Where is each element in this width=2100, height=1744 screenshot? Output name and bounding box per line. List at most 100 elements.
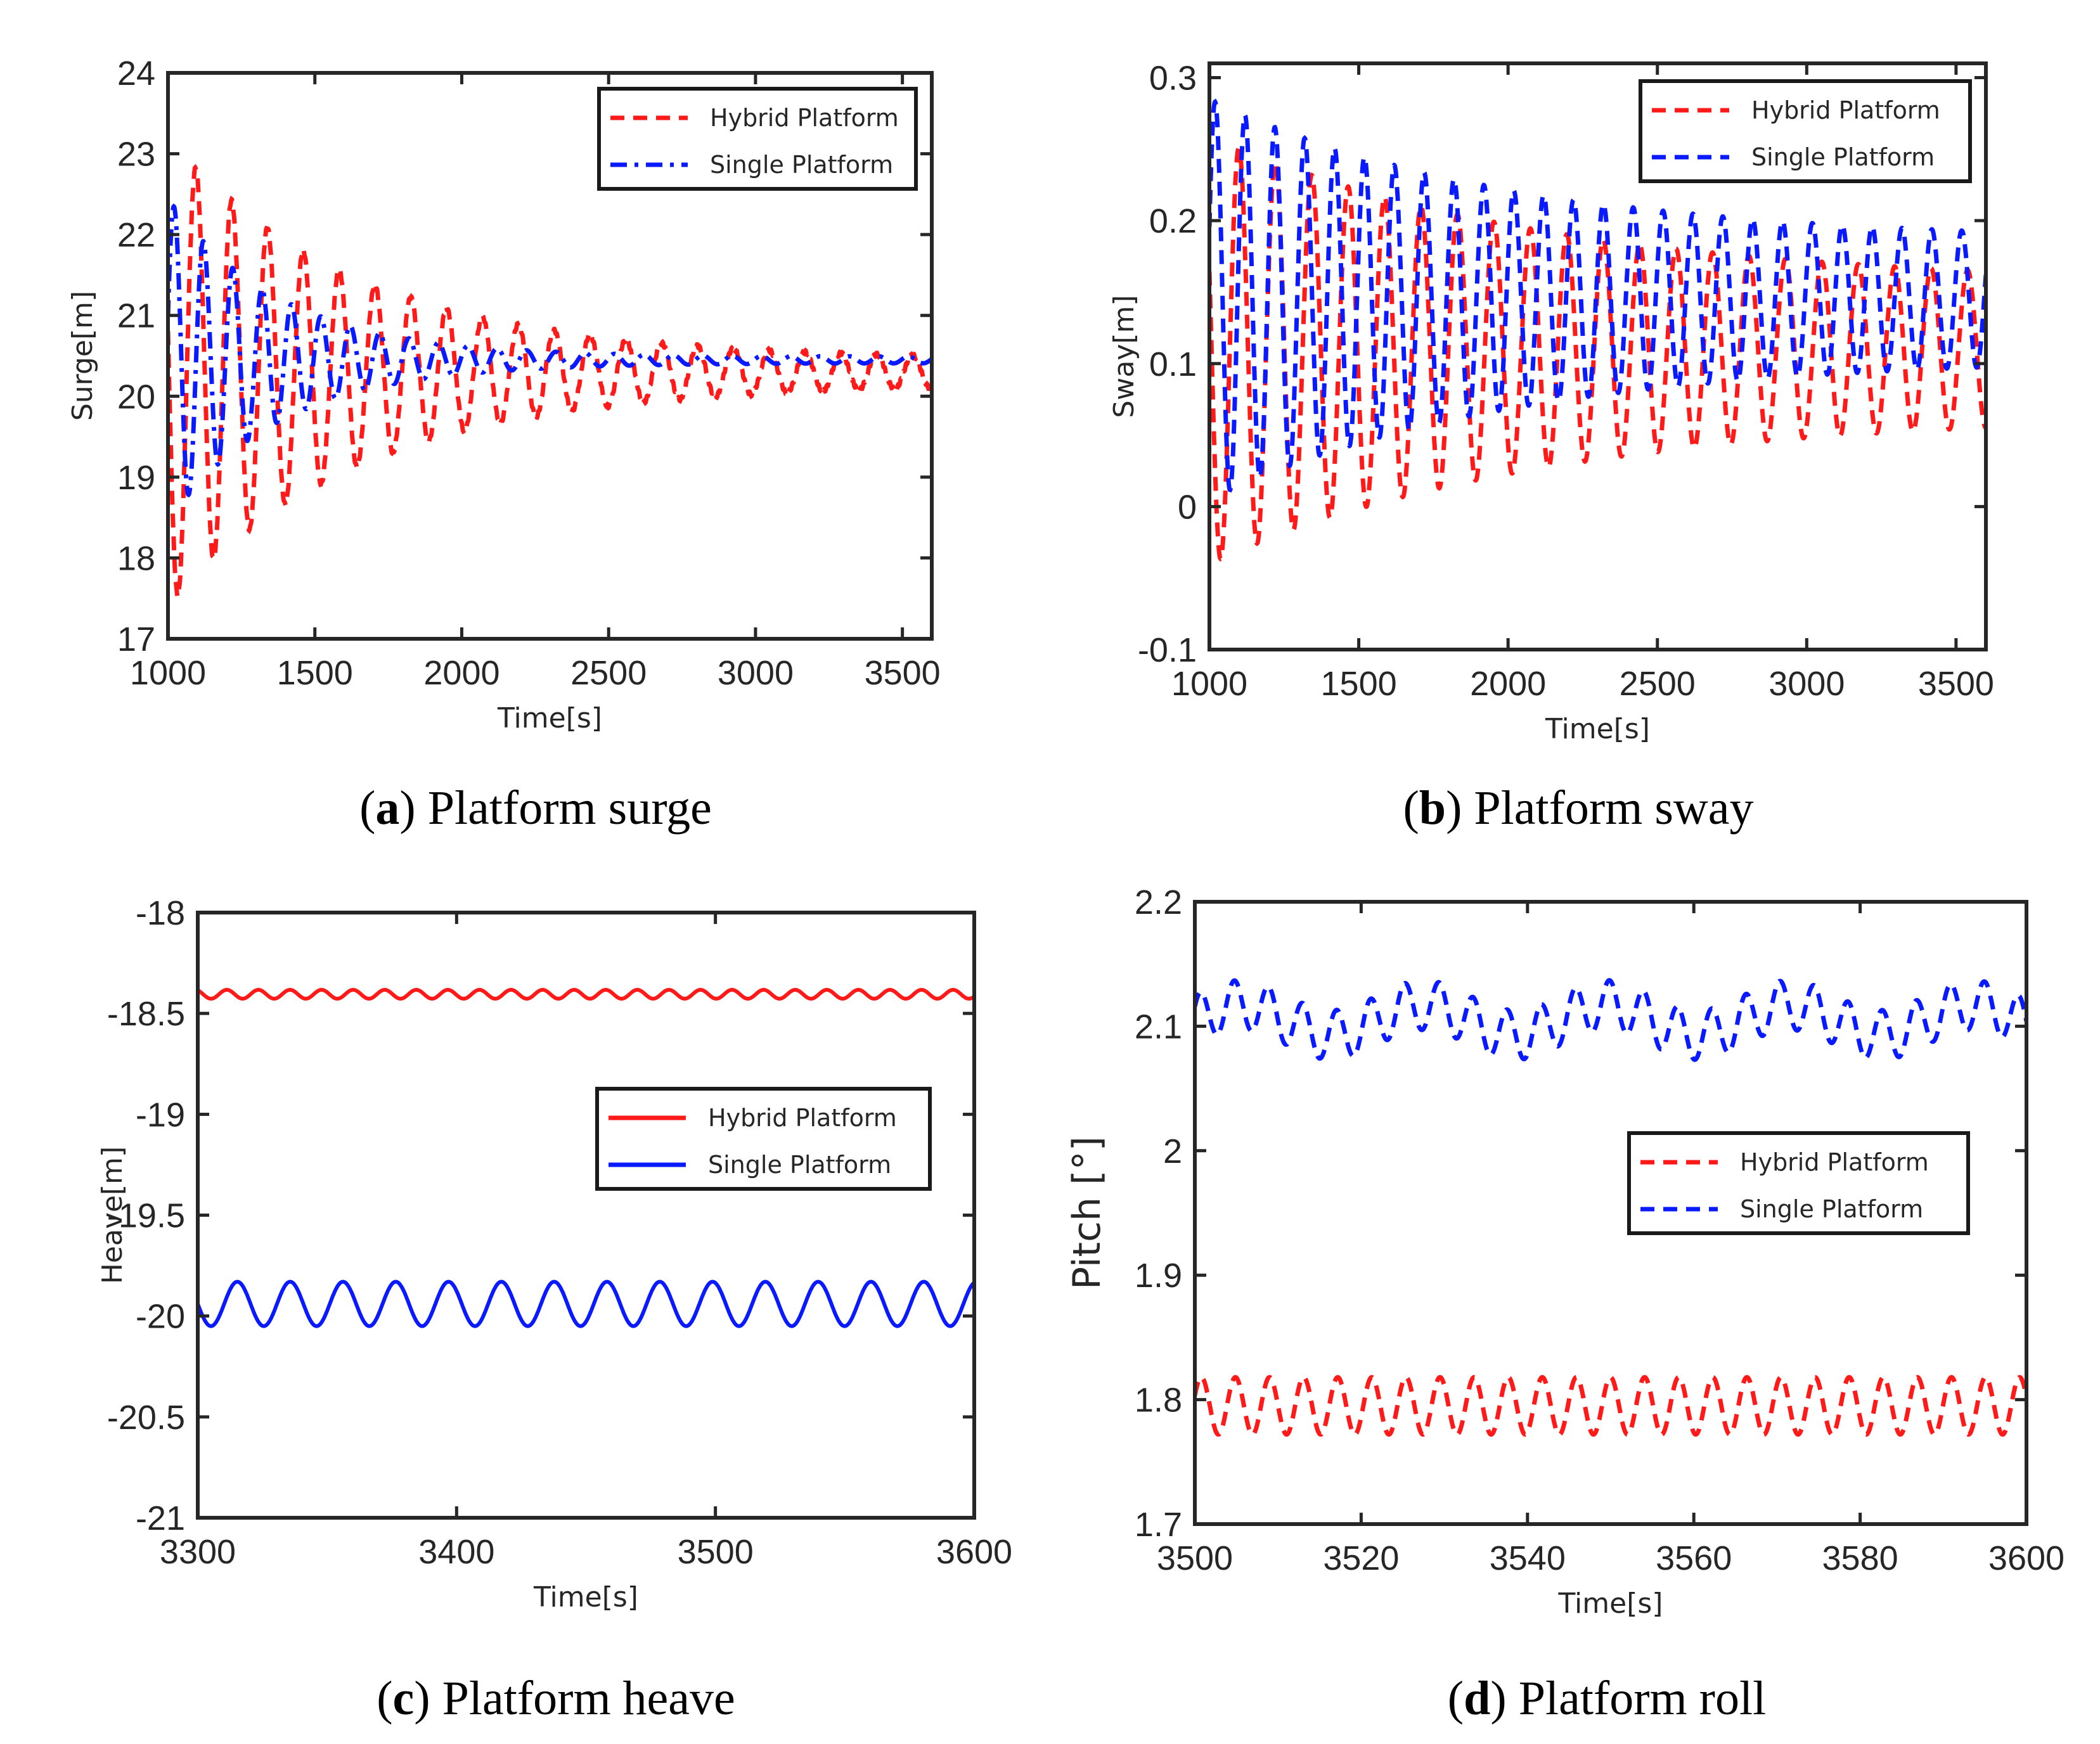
y-tick-label: 22 xyxy=(117,216,155,254)
y-tick-label: -21 xyxy=(136,1499,185,1537)
x-axis-label: Time[s] xyxy=(497,702,602,734)
legend-entry: Hybrid Platform xyxy=(708,1104,897,1132)
y-tick-label: -18 xyxy=(136,894,185,932)
caption-letter: a xyxy=(375,781,399,835)
y-axis-label: Surge[m] xyxy=(67,291,99,421)
y-tick-label: 2.2 xyxy=(1135,883,1182,921)
y-axis-label: Heave[m] xyxy=(96,1146,129,1284)
y-tick-label: 21 xyxy=(117,297,155,335)
x-tick-label: 3500 xyxy=(678,1533,754,1571)
y-tick-label: 23 xyxy=(117,136,155,174)
panel-caption: (d) Platform roll xyxy=(1448,1672,1766,1725)
caption-text: ) Platform sway xyxy=(1446,781,1753,835)
x-tick-label: 1500 xyxy=(1321,665,1397,703)
x-axis-label: Time[s] xyxy=(1545,713,1650,745)
legend-entry: Single Platform xyxy=(1751,143,1935,171)
y-tick-label: 24 xyxy=(117,54,155,93)
y-tick-label: 17 xyxy=(117,620,155,658)
x-tick-label: 3500 xyxy=(1157,1539,1233,1577)
legend-entry: Single Platform xyxy=(708,1151,891,1179)
caption-prefix: ( xyxy=(359,781,375,835)
x-tick-label: 2500 xyxy=(1620,665,1696,703)
caption-letter: d xyxy=(1464,1672,1490,1725)
panel-caption: (b) Platform sway xyxy=(1403,781,1753,835)
legend-entry: Hybrid Platform xyxy=(1740,1148,1929,1176)
x-tick-label: 3000 xyxy=(1768,665,1845,703)
y-tick-label: 1.9 xyxy=(1135,1257,1182,1295)
x-tick-label: 3540 xyxy=(1490,1539,1566,1577)
y-tick-label: 2 xyxy=(1163,1132,1182,1170)
x-tick-label: 3300 xyxy=(160,1533,236,1571)
x-tick-label: 3400 xyxy=(418,1533,494,1571)
legend: Hybrid Platform Single Platform xyxy=(1639,79,1972,183)
series-line-hybrid xyxy=(168,164,932,602)
legend-entry: Hybrid Platform xyxy=(1751,96,1940,124)
legend-box xyxy=(597,87,918,191)
caption-letter: b xyxy=(1419,781,1446,835)
series-line-single xyxy=(198,1279,974,1328)
y-axis-label: Pitch [°] xyxy=(1065,1136,1109,1290)
plot-area-frame xyxy=(166,71,934,641)
series-line-single xyxy=(168,203,932,497)
x-tick-label: 2000 xyxy=(1470,665,1546,703)
chart-panel-d: 3500 3520 3540 3560 3580 3600 1.7 1.8 1.9 2 2.1 2.2… xyxy=(1065,883,2065,1725)
x-tick-label: 3500 xyxy=(1918,665,1994,703)
y-tick-label: -20 xyxy=(136,1298,185,1336)
x-tick-label: 1000 xyxy=(1171,665,1247,703)
y-tick-label: 0 xyxy=(1178,488,1197,526)
caption-text: ) Platform heave xyxy=(414,1672,735,1725)
series-line-hybrid xyxy=(1209,145,1986,562)
x-tick-label: 2500 xyxy=(570,654,647,692)
chart-panel-b: 1000 1500 2000 2500 3000 3500 -0.1 0 0.1 0.2 0.3 Ti… xyxy=(1108,60,1994,835)
caption-text: ) Platform roll xyxy=(1490,1672,1766,1725)
x-tick-label: 3500 xyxy=(865,654,941,692)
x-tick-label: 3520 xyxy=(1323,1539,1399,1577)
legend-entry: Single Platform xyxy=(1740,1195,1923,1223)
series-line-single xyxy=(1209,98,1986,493)
y-tick-label: -18.5 xyxy=(107,995,185,1033)
legend: Hybrid Platform Single Platform xyxy=(1627,1131,1970,1235)
legend-entry: Single Platform xyxy=(710,151,893,179)
series-line-hybrid xyxy=(198,987,974,1001)
legend: Hybrid Platform Single Platform xyxy=(597,87,918,191)
y-tick-label: 18 xyxy=(117,539,155,577)
y-tick-label: -20.5 xyxy=(107,1399,185,1437)
y-tick-label: 20 xyxy=(117,378,155,416)
caption-prefix: ( xyxy=(1403,781,1419,835)
legend: Hybrid Platform Single Platform xyxy=(595,1087,932,1191)
chart-panel-a: 1000 1500 2000 2500 3000 3500 17 18 19 20 21 22 23 24… xyxy=(67,54,941,835)
x-tick-label: 3600 xyxy=(936,1533,1012,1571)
y-tick-label: -19 xyxy=(136,1096,185,1134)
panel-caption: (c) Platform heave xyxy=(377,1672,735,1725)
chart-panel-c: 3300 3400 3500 3600 -21 -20.5 -20 -19.5 -19 -18.5… xyxy=(96,894,1012,1725)
caption-prefix: ( xyxy=(1448,1672,1464,1725)
y-tick-label: 0.1 xyxy=(1149,345,1197,383)
x-tick-label: 1000 xyxy=(130,654,206,692)
legend-box xyxy=(595,1087,932,1191)
legend-box xyxy=(1627,1131,1970,1235)
legend-box xyxy=(1639,79,1972,183)
x-axis-label: Time[s] xyxy=(1558,1587,1663,1620)
y-tick-label: -0.1 xyxy=(1138,631,1197,669)
y-axis-label: Sway[m] xyxy=(1108,295,1140,418)
x-tick-label: 2000 xyxy=(423,654,499,692)
y-tick-label: 1.8 xyxy=(1135,1382,1182,1420)
caption-text: ) Platform surge xyxy=(399,781,712,835)
panel-caption: (a) Platform surge xyxy=(359,781,712,835)
plot-area-frame xyxy=(1193,900,2028,1526)
x-tick-label: 1500 xyxy=(277,654,353,692)
series-line-hybrid xyxy=(1195,1375,2026,1437)
caption-prefix: ( xyxy=(377,1672,392,1725)
y-tick-label: 1.7 xyxy=(1135,1506,1182,1544)
y-tick-label: 19 xyxy=(117,459,155,497)
x-tick-label: 3560 xyxy=(1656,1539,1732,1577)
y-tick-label: 0.3 xyxy=(1149,60,1197,98)
legend-entry: Hybrid Platform xyxy=(710,104,899,132)
x-tick-label: 3580 xyxy=(1822,1539,1898,1577)
plot-area-frame xyxy=(196,911,976,1520)
x-axis-label: Time[s] xyxy=(533,1581,638,1613)
caption-letter: c xyxy=(393,1672,415,1725)
x-tick-label: 3600 xyxy=(1988,1539,2065,1577)
y-tick-label: -19.5 xyxy=(107,1197,185,1235)
